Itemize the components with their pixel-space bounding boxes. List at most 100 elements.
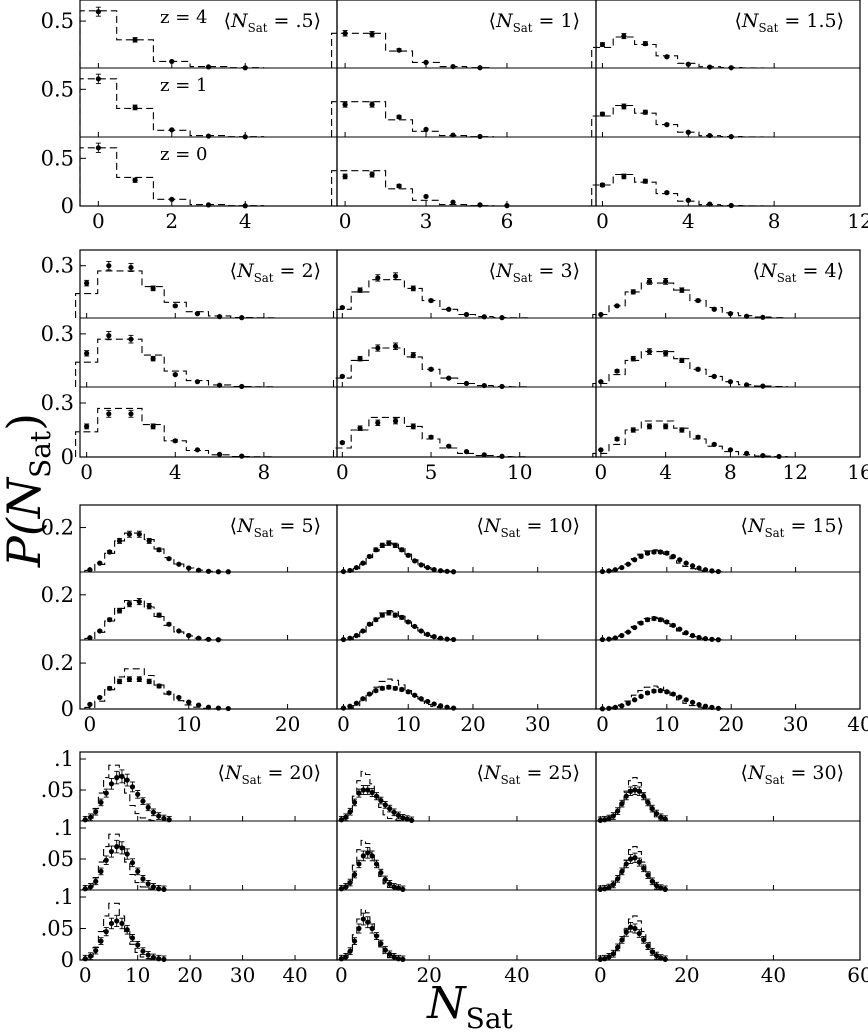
x-tick-label: 10 (654, 712, 679, 736)
data-point (446, 375, 452, 381)
data-point (93, 947, 99, 954)
x-tick-label: 2 (165, 209, 178, 233)
data-point (136, 531, 142, 537)
data-point (135, 791, 141, 797)
data-point (205, 704, 212, 710)
data-point (628, 924, 634, 930)
data-point (649, 878, 655, 884)
data-point (477, 202, 483, 208)
data-point (709, 568, 715, 574)
x-tick-label: 0 (84, 712, 97, 736)
x-tick-label: 30 (525, 712, 550, 736)
data-point (169, 196, 175, 202)
x-tick-label: 10 (176, 712, 201, 736)
x-tick-label: 0 (80, 460, 93, 484)
data-point (400, 956, 406, 962)
panel-4-3: 0 20 40 60 ⟨NSat = 30⟩ (594, 751, 868, 987)
data-point (239, 453, 245, 459)
data-point (425, 698, 431, 705)
data-point (132, 104, 138, 111)
data-point (366, 691, 372, 697)
data-point (150, 809, 157, 815)
panel-4-2: 0 20 40 ⟨NSat = 25⟩ (335, 751, 597, 987)
model-step-line (339, 542, 458, 573)
data-point (108, 920, 115, 927)
data-point (156, 813, 162, 819)
data-point (657, 549, 663, 555)
data-point (205, 64, 212, 70)
data-point (602, 956, 608, 962)
data-point (450, 705, 457, 711)
data-point (357, 356, 363, 362)
model-step-line (339, 678, 458, 710)
data-point (382, 876, 388, 883)
data-point (621, 173, 627, 180)
data-point (396, 47, 402, 53)
data-point (412, 692, 418, 698)
data-point (623, 861, 629, 867)
x-tick-label: 6 (501, 209, 514, 233)
data-point (106, 411, 112, 417)
data-point (339, 373, 345, 379)
x-tick-label: 4 (239, 209, 252, 233)
data-point (727, 379, 734, 385)
data-point (395, 956, 402, 962)
data-point (646, 348, 653, 355)
data-point (711, 373, 717, 379)
panel-mean-label: ⟨NSat = 25⟩ (477, 762, 580, 787)
data-point (87, 953, 94, 959)
data-point (636, 859, 642, 865)
model-step-line (75, 338, 276, 388)
data-point (621, 103, 627, 110)
data-point (161, 815, 167, 822)
data-point (124, 851, 130, 857)
data-point (400, 815, 406, 821)
data-point (696, 565, 702, 571)
data-point (664, 689, 670, 695)
data-point (428, 366, 434, 372)
data-point (356, 790, 362, 796)
data-point (146, 603, 152, 609)
data-point (630, 356, 636, 362)
data-point (760, 383, 766, 389)
data-point (610, 881, 616, 888)
data-point (97, 628, 103, 634)
data-point (645, 799, 651, 806)
data-point (339, 440, 345, 446)
panel-2-3: 0 4 8 12 16 ⟨NSat = 4⟩ (592, 249, 868, 484)
y-tick-label: 0.3 (41, 254, 74, 278)
data-point (114, 775, 120, 781)
data-point (405, 689, 411, 695)
data-point (84, 280, 90, 286)
y-tick-label: 0 (61, 194, 74, 218)
data-point (386, 540, 392, 546)
data-point (84, 350, 90, 356)
data-point (689, 699, 696, 705)
data-point (373, 688, 379, 694)
data-point (645, 943, 651, 949)
model-step-line (332, 279, 530, 319)
x-tick-label: 8 (724, 460, 737, 484)
x-tick-label: 30 (230, 963, 255, 987)
data-point (679, 287, 685, 293)
data-point (150, 285, 156, 291)
data-point (670, 691, 676, 697)
data-point (444, 636, 450, 642)
data-point (444, 568, 450, 574)
data-point (360, 628, 366, 634)
data-point (347, 703, 353, 709)
data-point (610, 951, 616, 957)
data-point (664, 122, 670, 128)
data-point (638, 693, 644, 699)
data-point (653, 810, 660, 817)
model-step-line (592, 282, 788, 319)
data-point (444, 704, 450, 710)
data-point (399, 547, 405, 553)
panel-mean-label: ⟨NSat = .5⟩ (224, 10, 321, 35)
panel-mean-label: ⟨NSat = 2⟩ (230, 260, 321, 285)
data-point (140, 876, 146, 882)
data-point (646, 423, 653, 429)
data-point (369, 101, 375, 108)
data-point (145, 881, 151, 887)
data-point (166, 556, 172, 562)
